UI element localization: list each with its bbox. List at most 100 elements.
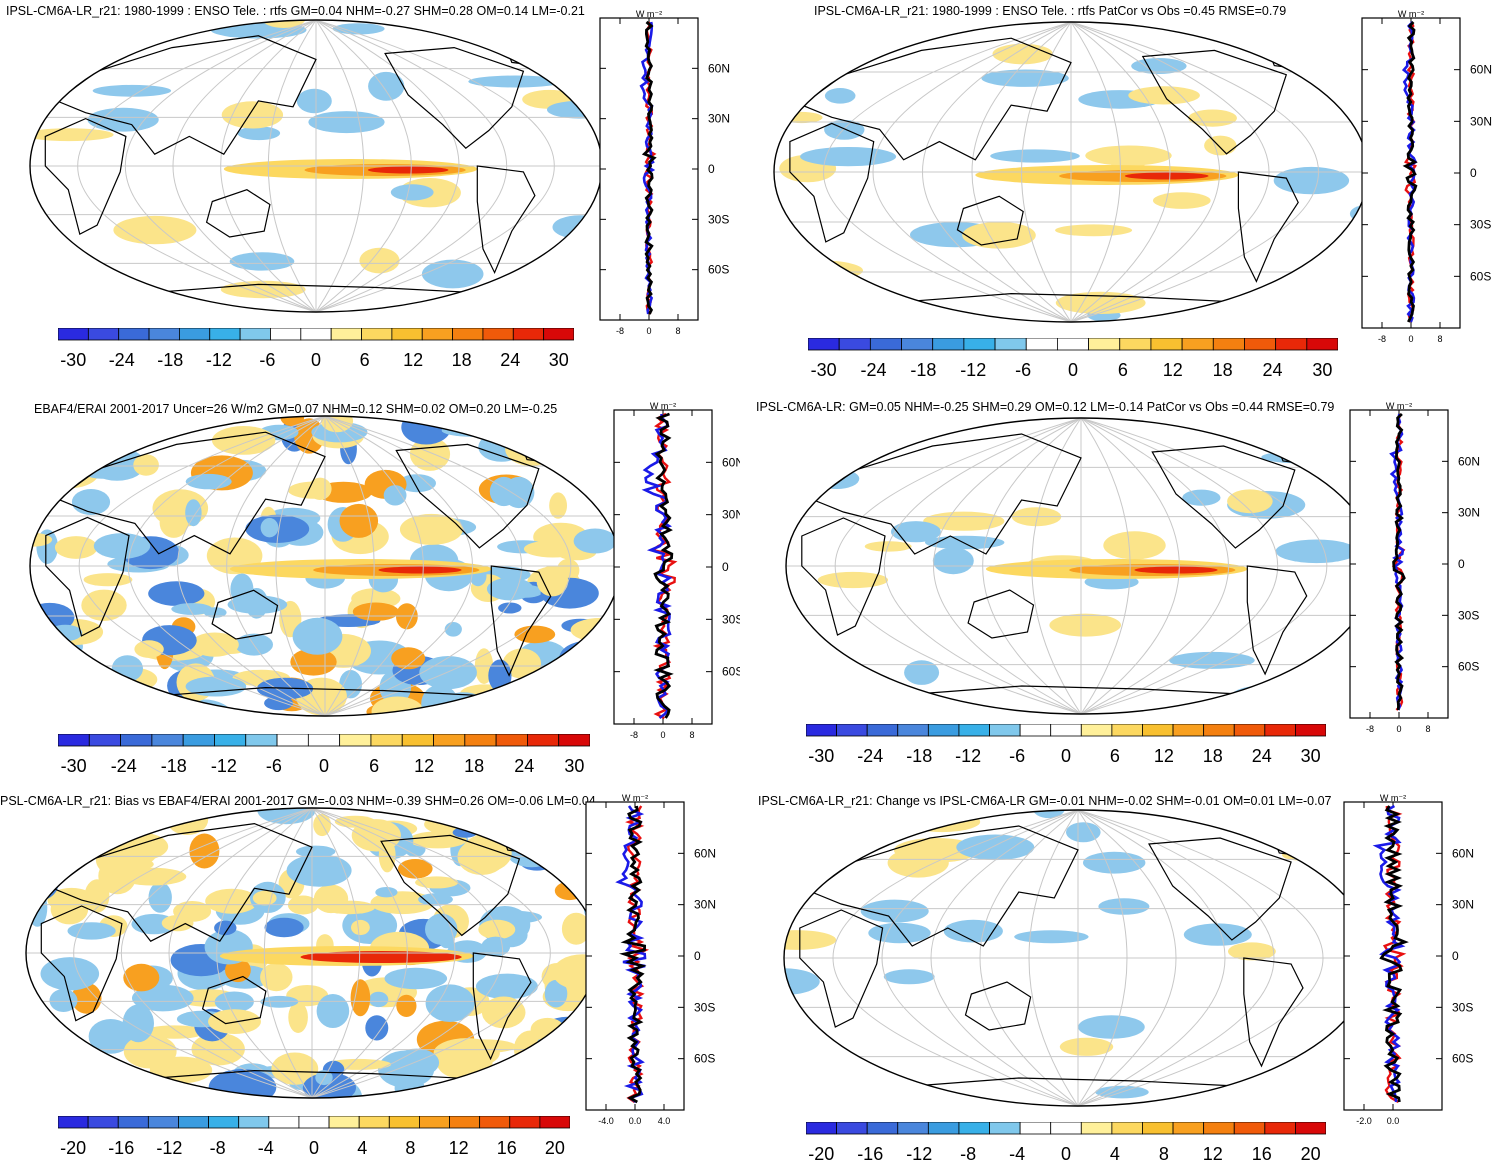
continent: [56, 431, 326, 555]
continent: [205, 189, 271, 238]
colorbar-swatch: [1150, 338, 1183, 351]
anomaly-region: [1032, 810, 1066, 819]
x-tick-label: 0: [1396, 724, 1401, 734]
x-tick-label: 0.0: [1387, 1116, 1400, 1126]
anomaly-region: [148, 581, 205, 606]
map: [29, 19, 603, 313]
continent: [380, 834, 521, 937]
anomaly-region: [990, 149, 1080, 163]
colorbar-swatch: [527, 734, 560, 747]
anomaly-region: [53, 699, 86, 714]
anomaly-region: [396, 994, 417, 1017]
anomaly-region: [548, 424, 573, 449]
colorbar-swatch: [58, 1116, 89, 1129]
zonal-profile: W m⁻² 60N 30N 0 30S 60S -8 0 8: [1349, 401, 1480, 734]
anomaly-region: [1103, 531, 1166, 560]
colorbar-tick-label: 0: [1068, 360, 1078, 380]
anomaly-region: [1223, 1096, 1304, 1106]
x-tick-label: 8: [689, 730, 694, 740]
colorbar-tick-label: -6: [266, 756, 282, 776]
colorbar-tick-label: -6: [259, 350, 275, 370]
colorbar-swatch: [897, 724, 929, 737]
colorbar-swatch: [276, 734, 309, 747]
continent: [1246, 565, 1308, 676]
anomaly-region: [161, 915, 194, 932]
colorbar-tick-label: -18: [906, 746, 932, 766]
colorbar-tick-label: -4: [1009, 1144, 1025, 1164]
colorbar-tick-label: -20: [808, 1144, 834, 1164]
panel-p5: PSL-CM6A-LR_r21: Bias vs EBAF4/ERAI 2001…: [0, 786, 740, 1158]
colorbar-swatch: [1212, 338, 1245, 351]
anomaly-region: [817, 571, 888, 589]
anomaly-region: [26, 1056, 52, 1089]
anomaly-region: [296, 88, 332, 114]
lat-tick-label: 0: [1470, 166, 1477, 180]
continent: [1151, 445, 1296, 549]
anomaly-region: [260, 518, 279, 538]
anomaly-region: [26, 1046, 93, 1081]
panel-title: IPSL-CM6A-LR_r21: 1980-1999 : ENSO Tele.…: [6, 4, 585, 18]
anomaly-region: [1228, 685, 1296, 714]
colorbar-swatch: [148, 328, 180, 341]
anomaly-region: [486, 577, 534, 601]
colorbar-swatch: [239, 328, 271, 341]
colorbar-swatch: [58, 328, 89, 341]
anomaly-region: [350, 979, 371, 1017]
anomaly-region: [190, 632, 239, 657]
anomaly-region: [825, 418, 917, 435]
anomaly-region: [824, 88, 856, 104]
panel-p6: IPSL-CM6A-LR_r21: Change vs IPSL-CM6A-LR…: [748, 786, 1496, 1164]
zonal-series-black: [1402, 21, 1418, 323]
anomaly-region: [573, 528, 617, 554]
x-tick-label: -8: [630, 730, 638, 740]
anomaly-region: [536, 565, 569, 597]
colorbar-swatch: [1050, 724, 1082, 737]
colorbar-tick-label: 20: [545, 1138, 565, 1158]
anomaly-region: [49, 989, 78, 1012]
continent: [45, 516, 130, 637]
colorbar-swatch: [1233, 724, 1266, 737]
colorbar-swatch: [214, 734, 247, 747]
colorbar-tick-label: 30: [1301, 746, 1321, 766]
colorbar-swatch: [1172, 1122, 1205, 1135]
anomaly-region: [800, 147, 897, 167]
colorbar-tick-label: -16: [857, 1144, 883, 1164]
anomaly-region: [505, 432, 557, 466]
anomaly-region: [78, 1063, 138, 1090]
anomaly-region: [133, 699, 184, 716]
x-tick-label: -8: [616, 326, 624, 336]
colorbar-swatch: [209, 328, 241, 341]
anomaly-region: [205, 888, 259, 914]
anomaly-region: [1275, 539, 1358, 564]
colorbar-swatch: [1295, 1122, 1326, 1135]
zonal-series-black: [641, 20, 657, 315]
anomaly-region: [83, 573, 133, 587]
colorbar-tick-label: 16: [1252, 1144, 1272, 1164]
colorbar-swatch: [421, 328, 453, 341]
colorbar-tick-label: 16: [497, 1138, 517, 1158]
colorbar-swatch: [1264, 1122, 1296, 1135]
colorbar-swatch: [539, 1116, 570, 1129]
anomaly-region: [1227, 489, 1273, 514]
continent: [812, 433, 1082, 555]
anomaly-region: [457, 838, 506, 875]
anomaly-region: [1078, 1015, 1145, 1039]
colorbar-tick-label: 12: [449, 1138, 469, 1158]
colorbar: -30 -24 -18 -12 -6 0 6 12 18 24 30: [806, 724, 1326, 766]
continent: [476, 165, 536, 275]
colorbar-swatch: [558, 734, 590, 747]
graticule: [774, 22, 1368, 322]
lat-tick-label: 60N: [1458, 454, 1480, 468]
anomaly-region: [860, 899, 929, 923]
colorbar-swatch: [87, 1116, 119, 1129]
x-tick-label: 0: [660, 730, 665, 740]
continent: [201, 975, 267, 1025]
colorbar-tick-label: 0: [309, 1138, 319, 1158]
lat-tick-label: 60N: [722, 455, 740, 469]
x-tick-label: 0: [1408, 334, 1413, 344]
anomaly-region: [444, 622, 462, 637]
colorbar-tick-label: 24: [514, 756, 534, 776]
anomaly-region: [142, 1025, 206, 1039]
anomaly-region: [498, 602, 522, 614]
colorbar-swatch: [182, 734, 215, 747]
